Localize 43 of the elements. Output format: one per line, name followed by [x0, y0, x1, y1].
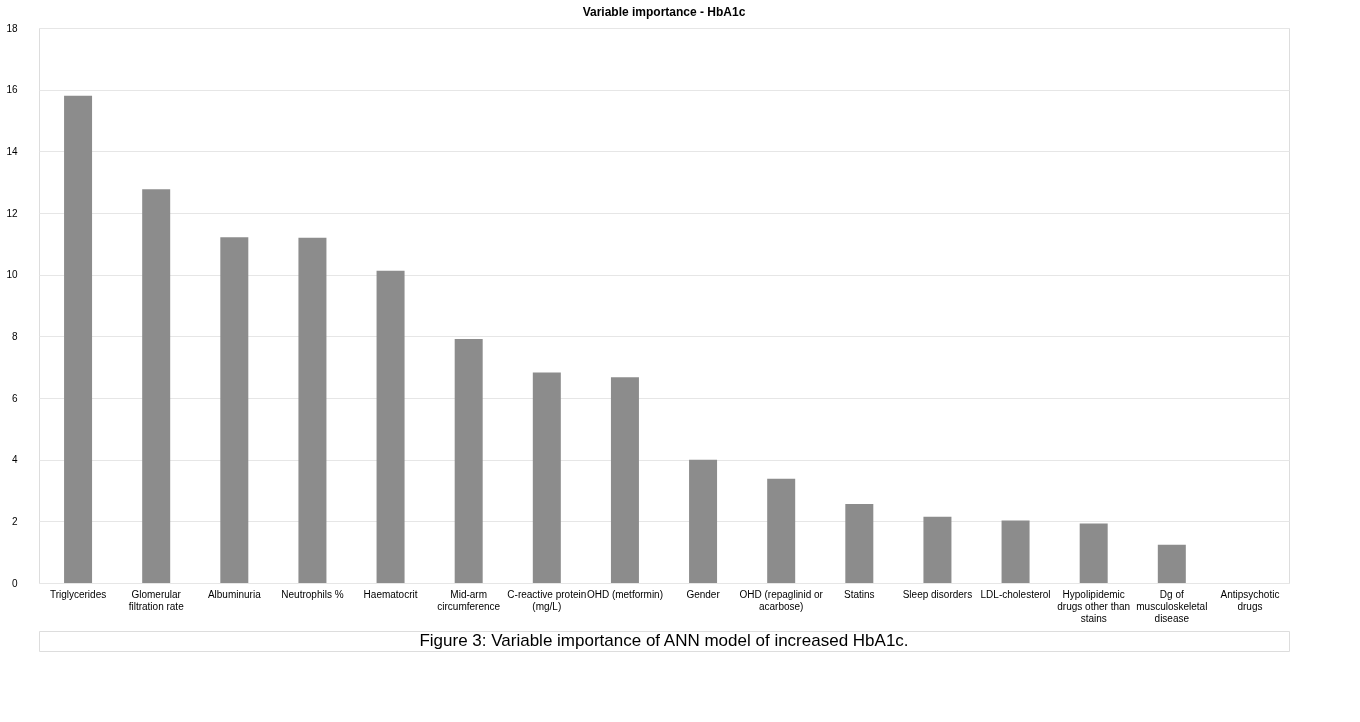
x-tick-label: Haematocrit	[363, 588, 418, 600]
x-tick-label: Neutrophils %	[281, 588, 344, 600]
y-tick-label: 14	[6, 145, 18, 157]
bar	[610, 377, 639, 583]
caption: Figure 3: Variable importance of ANN model of increased HbA1c.	[419, 631, 909, 650]
bar	[220, 237, 249, 583]
y-tick-label: 12	[6, 207, 18, 219]
x-tick-label: Mid-arm circumference	[437, 588, 501, 612]
x-tick-label: LDL-cholesterol	[980, 588, 1051, 600]
y-tick-label: 4	[11, 454, 18, 466]
y-tick-label: 8	[11, 330, 18, 342]
x-tick-label: Sleep disorders	[902, 588, 973, 600]
x-tick-label: C-reactive protein (mg/L)	[507, 588, 587, 612]
y-tick-label: 2	[11, 515, 18, 527]
x-tick-label: Antipsychotic drugs	[1220, 588, 1280, 612]
bar	[845, 504, 874, 583]
x-tick-label: Hypolipidemic drugs other than stains	[1057, 588, 1131, 624]
bar	[1079, 523, 1108, 583]
y-tick-label: 6	[11, 392, 18, 404]
bar	[142, 189, 171, 583]
x-tick-label: Statins	[844, 588, 875, 600]
bar	[689, 459, 718, 583]
x-tick-label: Gender	[686, 588, 721, 600]
chart-title: Variable importance - HbA1c	[582, 5, 746, 19]
bar	[767, 478, 796, 583]
bar	[454, 339, 483, 583]
x-tick-label: Triglycerides	[49, 588, 107, 600]
y-tick-label: 18	[6, 22, 18, 34]
x-tick-label: Albuminuria	[207, 588, 262, 600]
y-tick-label: 10	[6, 269, 18, 281]
bar	[1157, 544, 1186, 583]
bar	[532, 372, 561, 583]
x-tick-label: Glomerular filtration rate	[128, 588, 185, 612]
bar	[376, 270, 405, 583]
bar	[298, 237, 327, 583]
y-tick-label: 0	[11, 577, 18, 589]
x-tick-label: Dg of musculoskeletal disease	[1136, 588, 1208, 624]
x-tick-label: OHD (repaglinid or acarbose)	[739, 588, 824, 612]
bar	[1001, 520, 1030, 583]
x-tick-label: OHD (metformin)	[586, 588, 663, 600]
bar	[64, 95, 93, 583]
y-tick-label: 16	[6, 84, 18, 96]
bar	[923, 516, 952, 583]
